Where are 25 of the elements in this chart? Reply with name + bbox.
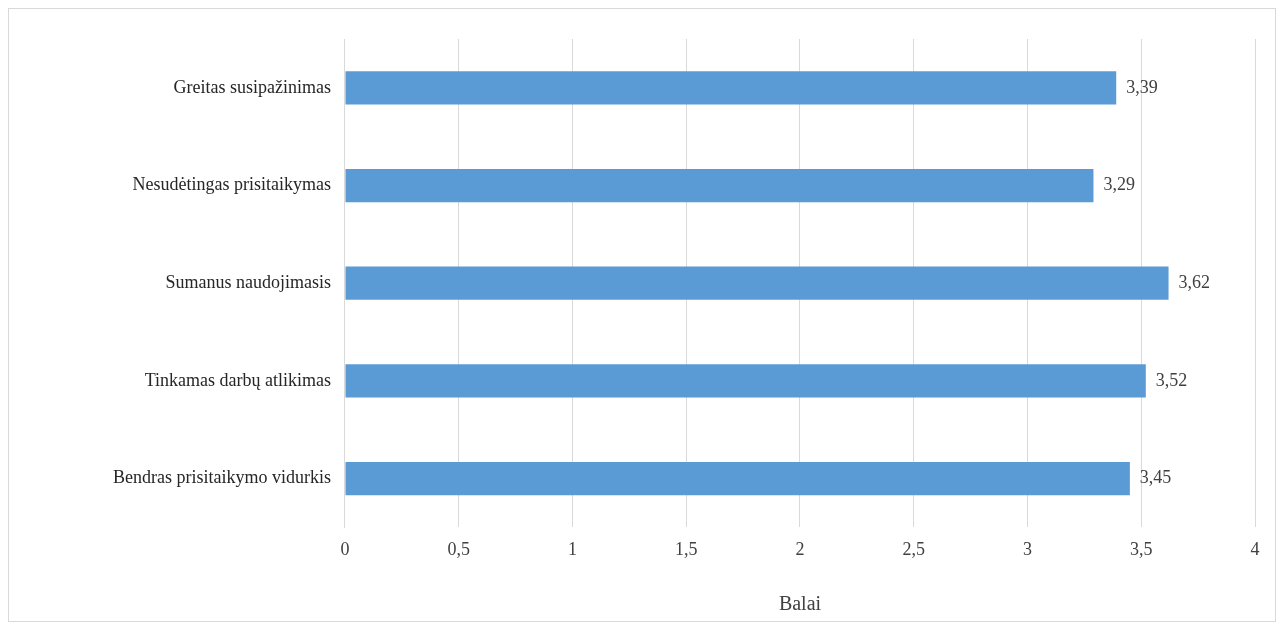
x-tick-label: 2,5 (902, 538, 925, 559)
y-tick-label: Bendras prisitaikymo vidurkis (112, 467, 331, 488)
data-label: 3,52 (1155, 369, 1188, 390)
bar (345, 461, 1130, 496)
data-label: 3,39 (1126, 76, 1158, 97)
y-tick-label: Sumanus naudojimasis (165, 271, 331, 292)
y-tick-label: Greitas susipažinimas (173, 76, 331, 97)
x-tick-label: 0,5 (447, 538, 470, 559)
bar (345, 71, 1117, 105)
y-tick-label: Tinkamas darbų atlikimas (144, 369, 331, 390)
bar (345, 168, 1094, 203)
data-label: 3,45 (1139, 467, 1172, 488)
y-tick-label: Nesudėtingas prisitaikymas (132, 174, 331, 195)
data-label: 3,62 (1178, 271, 1211, 292)
x-tick-label: 4 (1250, 538, 1260, 559)
x-tick-label: 2 (795, 538, 805, 559)
data-label: 3,29 (1103, 174, 1135, 195)
x-axis-title: Balai (778, 592, 822, 615)
x-tick-label: 1,5 (674, 538, 698, 559)
x-tick-label: 1 (567, 538, 577, 559)
x-tick-label: 3,5 (1130, 538, 1153, 559)
x-tick-label: 3 (1022, 538, 1032, 559)
bar (345, 364, 1146, 398)
x-tick-label: 0 (340, 538, 350, 559)
bar (345, 266, 1169, 300)
